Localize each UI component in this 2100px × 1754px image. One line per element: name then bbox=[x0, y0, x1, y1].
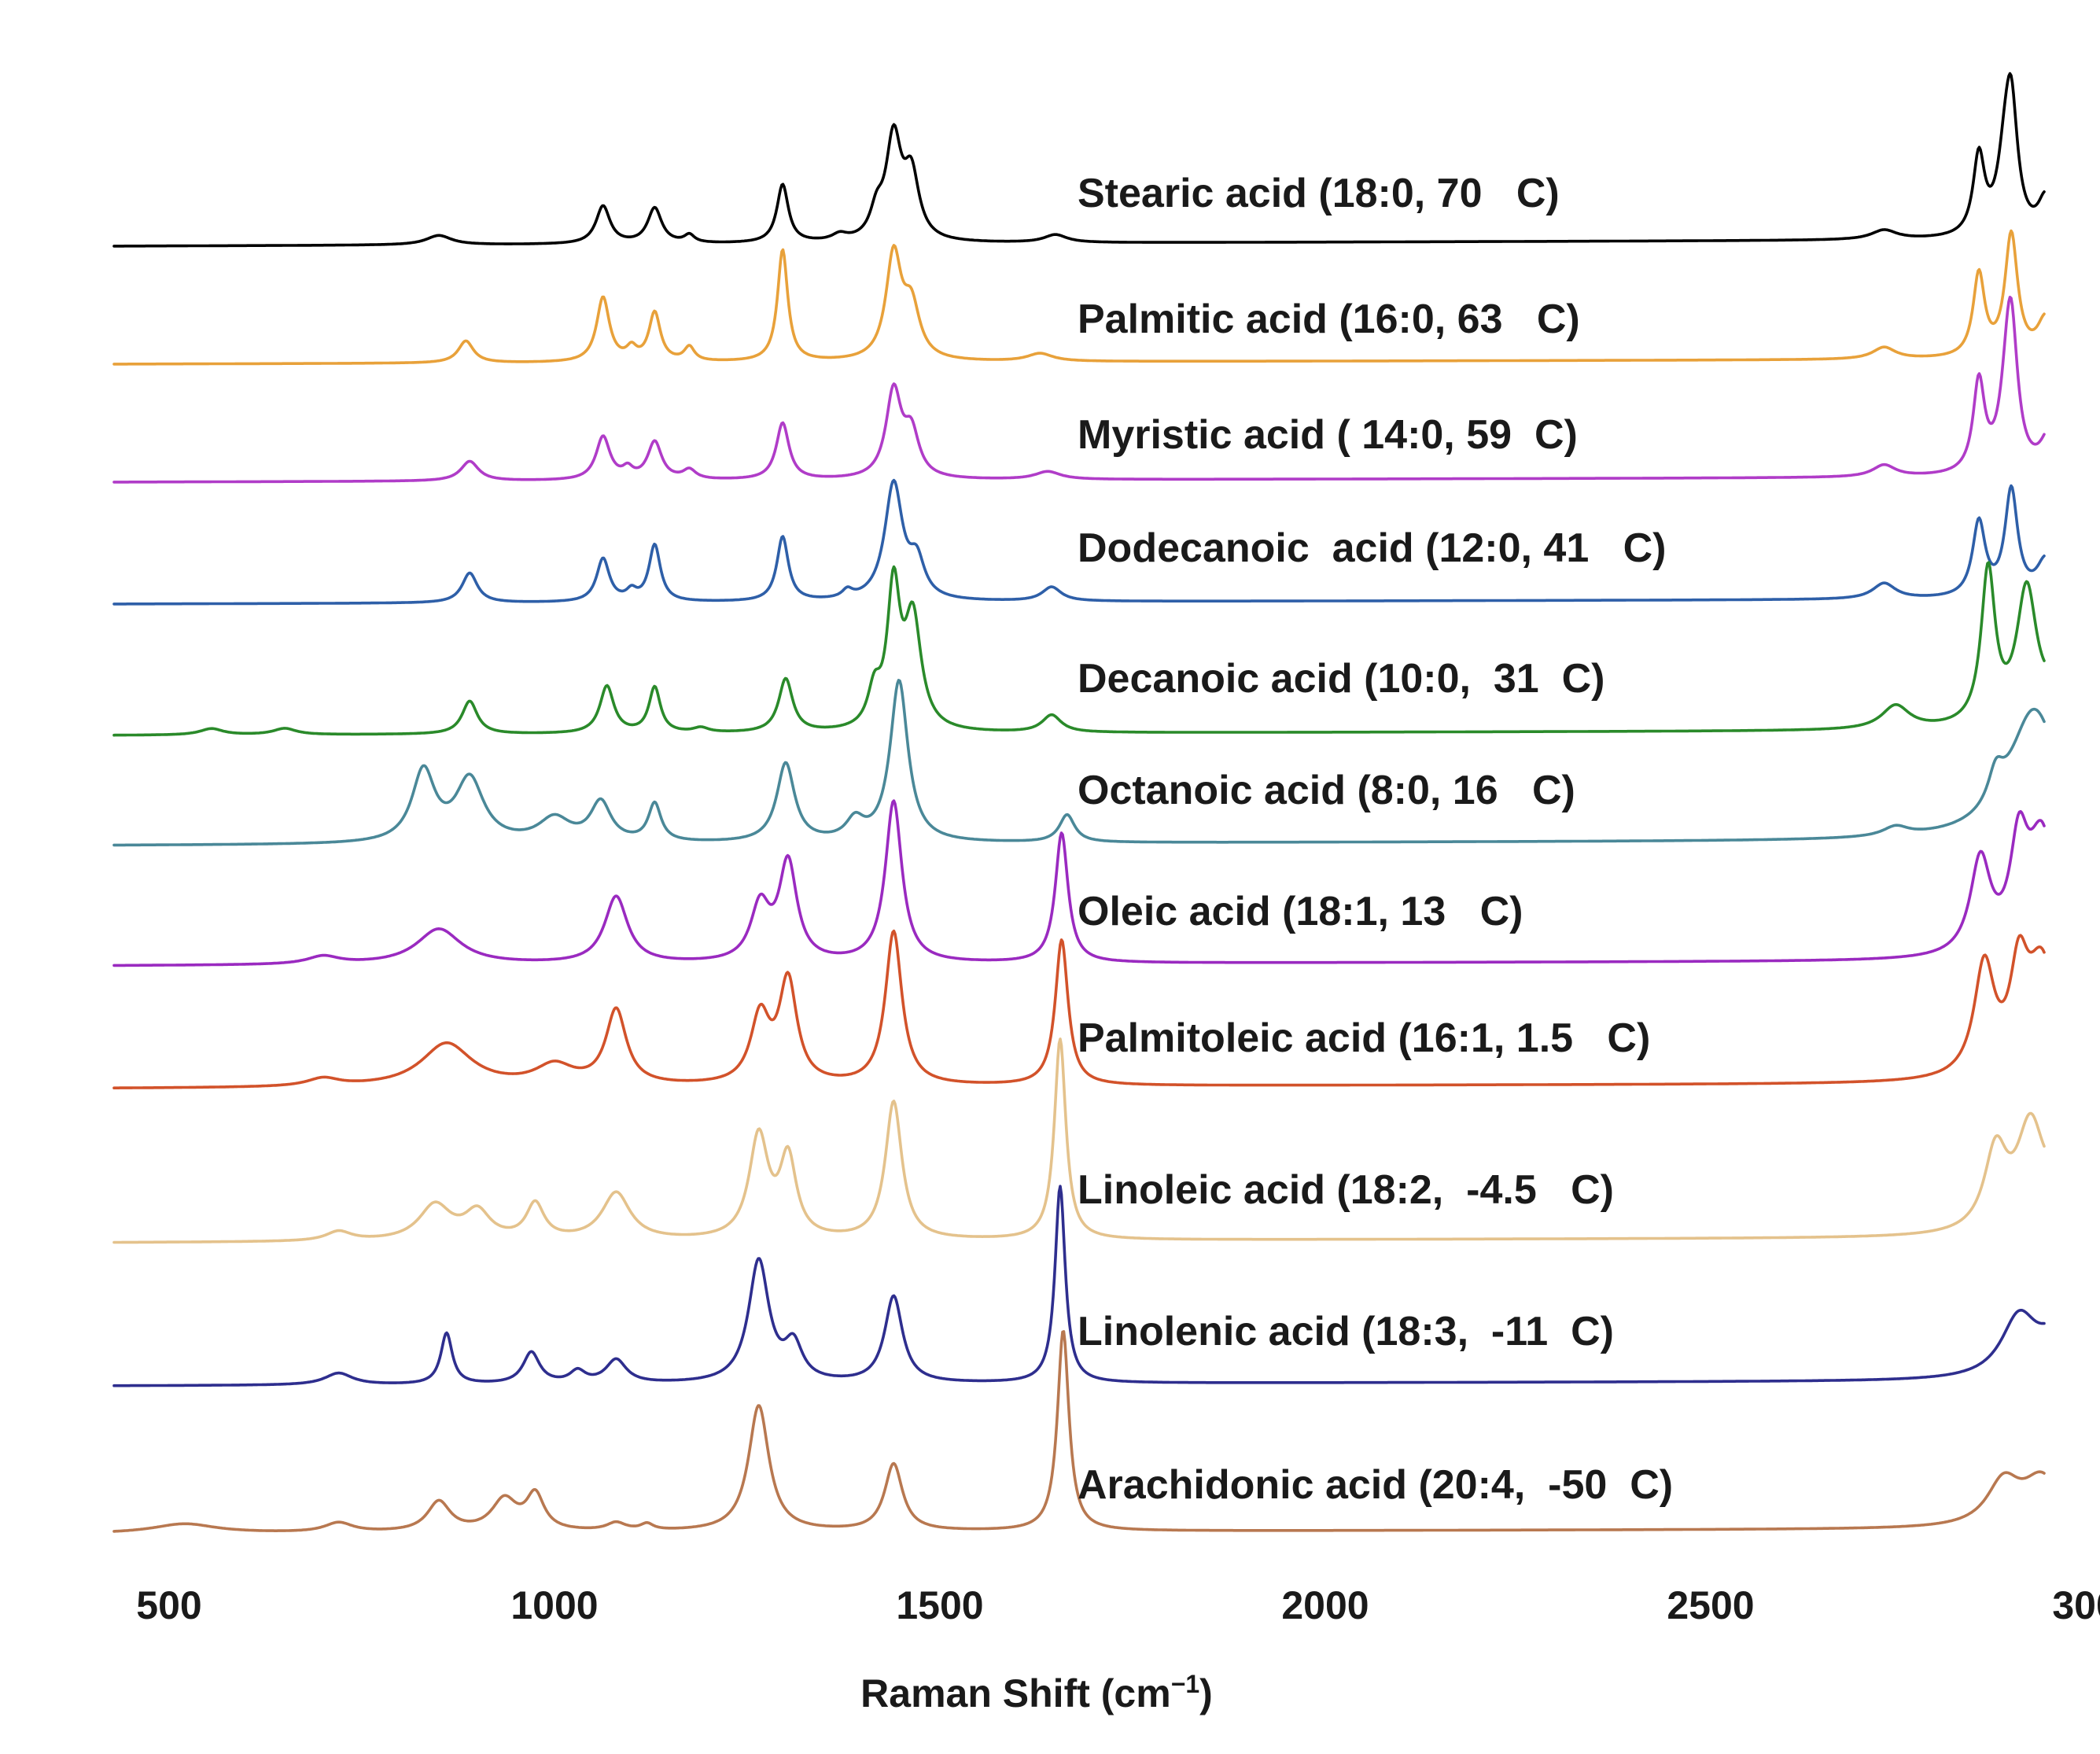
trace-2 bbox=[112, 229, 2046, 366]
trace-7 bbox=[112, 799, 2046, 967]
x-axis-label: Raman Shift (cm−1) bbox=[860, 1670, 1213, 1715]
series-label-1: Stearic acid (18:0, 70 C) bbox=[1078, 171, 1560, 216]
trace-1 bbox=[112, 72, 2046, 248]
spectra-traces bbox=[112, 72, 2046, 1533]
series-label-6: Octanoic acid (8:0, 16 C) bbox=[1078, 768, 1575, 813]
x-axis-ticks: 500 1000 1500 2000 2500 3000 bbox=[136, 1583, 2100, 1627]
series-label-11: Arachidonic acid (20:4, -50 C) bbox=[1078, 1462, 1673, 1508]
series-label-2: Palmitic acid (16:0, 63 C) bbox=[1078, 297, 1580, 342]
x-tick-label: 2500 bbox=[1667, 1583, 1754, 1627]
trace-9 bbox=[112, 1037, 2046, 1244]
trace-11 bbox=[112, 1330, 2046, 1533]
x-tick-label: 1000 bbox=[510, 1583, 598, 1627]
trace-5 bbox=[112, 561, 2046, 737]
series-label-10: Linolenic acid (18:3, -11 C) bbox=[1078, 1309, 1614, 1354]
trace-6 bbox=[112, 679, 2046, 847]
x-tick-label: 500 bbox=[136, 1583, 201, 1627]
series-labels: Stearic acid (18:0, 70 C) Palmitic acid (… bbox=[1078, 171, 1673, 1508]
x-tick-label: 3000 bbox=[2052, 1583, 2100, 1627]
series-label-8: Palmitoleic acid (16:1, 1.5 C) bbox=[1078, 1015, 1650, 1061]
trace-4 bbox=[112, 478, 2046, 606]
x-axis-label-main: Raman Shift (cm bbox=[860, 1671, 1171, 1715]
series-label-4: Dodecanoic acid (12:0, 41 C) bbox=[1078, 525, 1666, 571]
x-axis-label-close: ) bbox=[1199, 1671, 1213, 1715]
x-tick-label: 1500 bbox=[896, 1583, 983, 1627]
trace-3 bbox=[112, 296, 2046, 484]
series-label-7: Oleic acid (18:1, 13 C) bbox=[1078, 889, 1523, 934]
trace-10 bbox=[112, 1185, 2046, 1387]
series-label-3: Myristic acid ( 14:0, 59 C) bbox=[1078, 412, 1578, 458]
trace-8 bbox=[112, 929, 2046, 1089]
series-label-9: Linoleic acid (18:2, -4.5 C) bbox=[1078, 1167, 1614, 1213]
x-axis-label-superscript: −1 bbox=[1171, 1670, 1199, 1698]
x-tick-label: 2000 bbox=[1281, 1583, 1369, 1627]
series-label-5: Decanoic acid (10:0, 31 C) bbox=[1078, 656, 1605, 702]
